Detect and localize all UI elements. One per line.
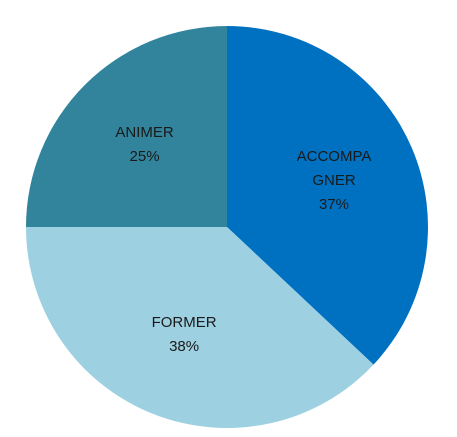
value-label: 37%	[318, 195, 349, 213]
pie-slice	[227, 26, 428, 365]
label-box: FORMER 38%	[139, 285, 229, 385]
slice-label: ACCOMPAGNER 37%	[289, 131, 379, 231]
value-label: 38%	[169, 338, 200, 356]
pie-slice	[26, 227, 374, 428]
slice-label: FORMER 38%	[139, 285, 229, 385]
slice-label: ANIMER 25%	[100, 95, 190, 195]
category-label: ANIMER	[115, 123, 174, 141]
category-label: ACCOMPAGNER	[296, 147, 372, 189]
label-box: ACCOMPAGNER 37%	[289, 131, 379, 231]
value-label: 25%	[129, 147, 160, 165]
pie-slice	[26, 26, 227, 227]
label-box: ANIMER 25%	[100, 95, 190, 195]
category-label: FORMER	[151, 314, 217, 332]
